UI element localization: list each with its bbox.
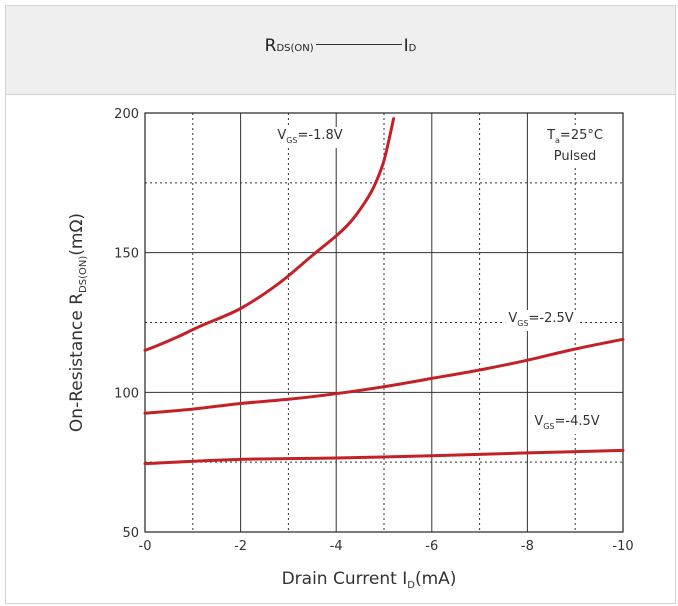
annotation-bg (543, 127, 606, 148)
series-label-bg (505, 310, 577, 331)
x-axis-title: Drain Current ID(mA) (282, 569, 457, 591)
x-tick-label: -4 (330, 539, 343, 554)
series-line-1 (143, 117, 396, 352)
y-tick-label: 100 (114, 386, 139, 401)
x-tick-label: -10 (612, 539, 633, 554)
x-tick-label: -2 (234, 539, 247, 554)
series-label-bg (274, 127, 346, 148)
series-label-bg (531, 413, 603, 434)
series-label-2: VGS=-2.5V (508, 311, 573, 328)
series-label-1: VGS=-1.8V (277, 128, 342, 145)
header-right-sub: D (408, 43, 417, 54)
x-tick-label: -8 (521, 539, 534, 554)
x-tick-label: -0 (139, 539, 152, 554)
annotation-text: Ta=25°C (546, 128, 603, 145)
header-left-main: R (264, 36, 277, 56)
header-connector-line (315, 44, 402, 45)
series-label-3: VGS=-4.5V (534, 414, 599, 431)
y-axis-title: On-Resistance RDS(ON)(mΩ) (67, 213, 89, 432)
y-tick-label: 50 (122, 526, 139, 541)
header-right-main: I (403, 36, 409, 56)
series-line-2 (143, 337, 625, 415)
series-line-3 (143, 448, 625, 466)
x-tick-label: -6 (425, 539, 438, 554)
y-tick-label: 200 (114, 107, 139, 122)
annotation-text: Pulsed (554, 149, 597, 164)
y-tick-label: 150 (114, 247, 139, 262)
annotation-bg (550, 148, 600, 167)
header-left-sub: DS(ON) (276, 43, 314, 54)
plot-area-border (144, 112, 624, 533)
